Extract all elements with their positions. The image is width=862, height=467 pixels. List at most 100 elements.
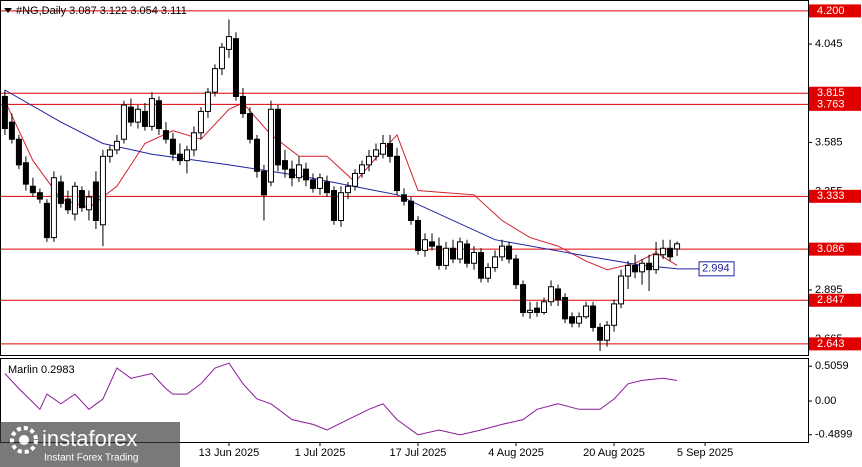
candle-body: [464, 243, 471, 264]
candle-body: [64, 198, 71, 211]
level-label: 3.333: [817, 190, 845, 202]
candle-body: [162, 130, 169, 140]
candle-body: [43, 202, 50, 239]
candle-body: [127, 106, 134, 123]
candle-body: [176, 153, 183, 162]
watermark: instaforex Instant Forex Trading: [0, 422, 180, 467]
oscillator-panel: [0, 358, 809, 443]
candle-body: [365, 155, 372, 166]
candle-body: [590, 305, 597, 328]
candle-body: [253, 138, 260, 172]
candle-body: [120, 104, 127, 140]
candle-body: [99, 155, 106, 226]
candle-body: [274, 108, 281, 166]
x-tick-label: 1 Jul 2025: [295, 447, 346, 459]
candle-body: [323, 181, 330, 194]
x-tick-label: 20 Aug 2025: [583, 447, 645, 459]
candle-body: [78, 190, 85, 209]
x-tick-label: 17 Jul 2025: [390, 447, 447, 459]
candle-body: [246, 113, 253, 140]
y-tick-label: 0.5059: [815, 360, 849, 372]
y-tick-label: 0.00: [815, 395, 836, 407]
level-label-bg: [809, 337, 861, 351]
candle-body: [218, 46, 225, 70]
candle-body: [562, 296, 569, 320]
candle-body: [520, 284, 527, 313]
candle-body: [639, 262, 646, 273]
candle-body: [548, 286, 555, 303]
candle-body: [344, 185, 351, 194]
candle-body: [667, 247, 674, 258]
candle-body: [653, 254, 660, 271]
candle-body: [288, 168, 295, 179]
candle-body: [148, 98, 155, 127]
candle-body: [316, 177, 323, 189]
menu-arrow: [4, 8, 12, 13]
price-marker-label: 2.994: [702, 263, 730, 275]
price-marker-box: [698, 261, 735, 277]
oscillator-line: [4, 362, 678, 436]
candle-body: [211, 68, 218, 93]
candle-body: [583, 305, 590, 318]
watermark-logo: [10, 426, 38, 454]
level-label: 3.815: [817, 87, 845, 99]
chart-title: #NG,Daily 3.087 3.122 3.054 3.111: [16, 5, 187, 17]
level-label: 4.200: [817, 5, 845, 17]
level-label: 3.763: [817, 98, 845, 110]
candle-body: [429, 241, 436, 247]
candle-body: [232, 38, 239, 97]
level-label: 2.847: [817, 294, 845, 306]
marks: 4.0453.5853.3552.8952.6654.2003.8153.763…: [1, 4, 861, 459]
candle-body: [183, 149, 190, 162]
y-tick-label: 2.895: [815, 284, 843, 296]
candle-body: [1, 95, 8, 130]
level-label-bg: [809, 242, 861, 256]
candle-body: [401, 194, 407, 202]
oscillator-title: Marlin 0.2983: [8, 364, 75, 376]
watermark-tagline: Instant Forex Trading: [44, 453, 139, 464]
candle-body: [534, 307, 541, 313]
candle-body: [555, 288, 562, 301]
candle-body: [239, 95, 246, 115]
candle-body: [513, 258, 520, 286]
candle-body: [541, 301, 548, 313]
candle-body: [155, 100, 162, 130]
candle-body: [646, 262, 653, 271]
candle-body: [8, 121, 15, 140]
watermark-bg: [0, 422, 180, 467]
candle-body: [337, 192, 344, 221]
candle-body: [499, 245, 506, 258]
candle-body: [471, 252, 478, 264]
candle-body: [506, 245, 513, 260]
candle-body: [29, 185, 36, 194]
candle-body: [204, 91, 211, 112]
candle-body: [443, 247, 450, 266]
candle-body: [260, 170, 267, 196]
candle-body: [415, 219, 422, 251]
candle-body: [302, 168, 309, 181]
x-tick-label: 4 Aug 2025: [488, 447, 544, 459]
candle-body: [85, 196, 92, 211]
candle-body: [22, 162, 29, 185]
candle-body: [660, 247, 667, 256]
candle-body: [36, 192, 43, 200]
candle-body: [618, 275, 625, 305]
level-label: 2.643: [817, 338, 845, 350]
candle-body: [386, 142, 393, 157]
candle-body: [576, 316, 583, 324]
level-label-bg: [809, 4, 861, 18]
candle-body: [169, 138, 176, 155]
candle-body: [113, 140, 120, 151]
candle-body: [141, 110, 148, 127]
candle-body: [625, 264, 632, 277]
candle-body: [569, 316, 576, 324]
candle-body: [597, 326, 604, 341]
candle-body: [604, 324, 611, 341]
candle-body: [197, 110, 204, 134]
candle-body: [50, 177, 57, 239]
candle-body: [358, 164, 365, 174]
candle-body: [106, 149, 113, 157]
watermark-logo-core: [19, 435, 29, 445]
